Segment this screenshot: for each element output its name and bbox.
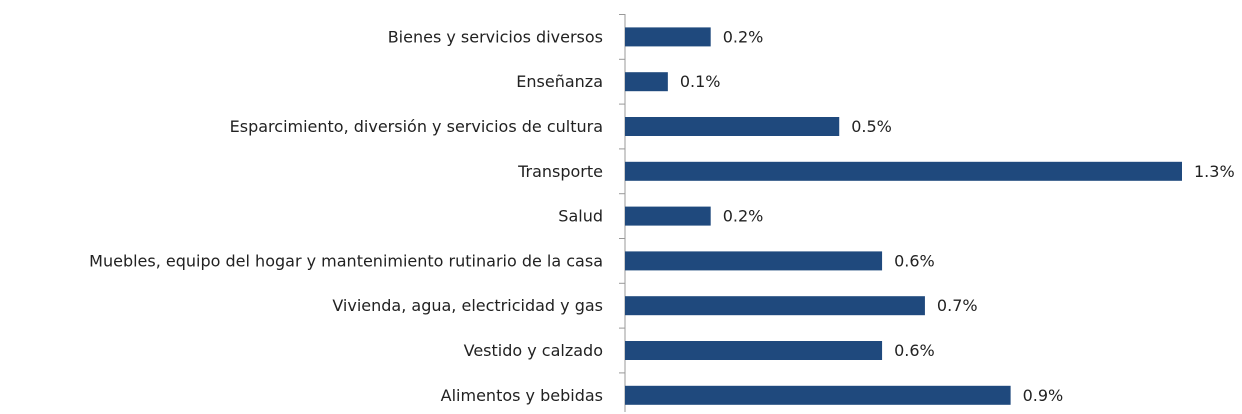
value-label: 0.6% — [894, 251, 935, 270]
bar — [625, 72, 668, 92]
bar — [625, 27, 711, 47]
category-label: Bienes y servicios diversos — [388, 27, 603, 46]
value-label: 1.3% — [1194, 162, 1235, 181]
value-label: 0.2% — [723, 207, 764, 226]
category-label: Enseñanza — [516, 72, 603, 91]
bar — [625, 296, 925, 316]
category-label: Esparcimiento, diversión y servicios de … — [230, 117, 603, 136]
bar — [625, 206, 711, 226]
value-label: 0.1% — [680, 72, 721, 91]
category-label: Alimentos y bebidas — [441, 386, 603, 405]
value-label: 0.6% — [894, 341, 935, 360]
category-label: Muebles, equipo del hogar y mantenimient… — [89, 251, 603, 270]
value-label: 0.5% — [851, 117, 892, 136]
bar — [625, 161, 1182, 181]
category-label: Vestido y calzado — [464, 341, 603, 360]
value-label: 0.9% — [1023, 386, 1064, 405]
value-label: 0.2% — [723, 27, 764, 46]
bar — [625, 385, 1011, 405]
bar — [625, 251, 883, 271]
category-label: Vivienda, agua, electricidad y gas — [332, 296, 603, 315]
category-label: Salud — [558, 207, 603, 226]
value-label: 0.7% — [937, 296, 978, 315]
bar — [625, 117, 840, 136]
bar — [625, 341, 883, 360]
category-label: Transporte — [517, 162, 603, 181]
